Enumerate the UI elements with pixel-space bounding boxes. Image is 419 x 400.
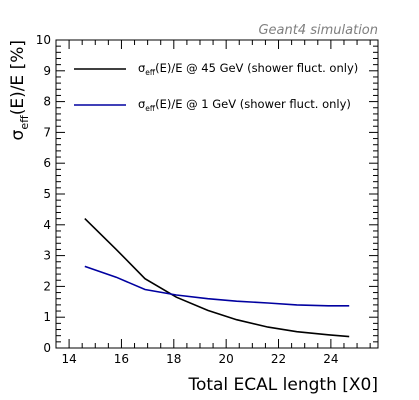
axis-ticks <box>55 39 378 349</box>
x-tick-label: 14 <box>61 352 76 366</box>
y-tick-label: 10 <box>36 33 51 47</box>
y-tick-label: 3 <box>43 249 51 263</box>
legend: σeff(E)/E @ 45 GeV (shower fluct. only) σ… <box>74 61 358 113</box>
y-axis-title: σeff(E)/E [%] <box>8 40 31 140</box>
y-axis-title-sigma: σ <box>8 129 28 140</box>
y-tick-label: 5 <box>43 187 51 201</box>
y-tick-label: 0 <box>43 341 51 355</box>
series-line-1 <box>84 218 350 338</box>
y-axis-title-rest: (E)/E [%] <box>8 40 28 115</box>
x-tick-label: 22 <box>271 352 286 366</box>
y-tick-label: 9 <box>43 64 51 78</box>
axis-tick-labels: 14 16 18 20 22 24 0 1 2 3 4 5 6 7 8 9 10 <box>36 33 339 366</box>
simulation-annotation: Geant4 simulation <box>258 23 378 38</box>
x-tick-label: 16 <box>114 352 129 366</box>
y-tick-label: 8 <box>43 95 51 109</box>
x-axis-title: Total ECAL length [X0] <box>187 375 378 395</box>
y-tick-label: 6 <box>43 156 51 170</box>
y-axis-title-subscript: eff <box>18 115 31 130</box>
x-tick-label: 24 <box>323 352 338 366</box>
x-tick-label: 20 <box>219 352 234 366</box>
y-tick-label: 1 <box>43 310 51 324</box>
x-tick-label: 18 <box>166 352 181 366</box>
y-tick-label: 2 <box>43 279 51 293</box>
legend-entry-1: σeff(E)/E @ 45 GeV (shower fluct. only) <box>138 61 358 77</box>
series-lines <box>84 218 350 338</box>
y-tick-label: 4 <box>43 218 51 232</box>
legend-entry-2: σeff(E)/E @ 1 GeV (shower fluct. only) <box>138 97 351 113</box>
series-line-2 <box>84 265 350 307</box>
y-tick-label: 7 <box>43 125 51 139</box>
